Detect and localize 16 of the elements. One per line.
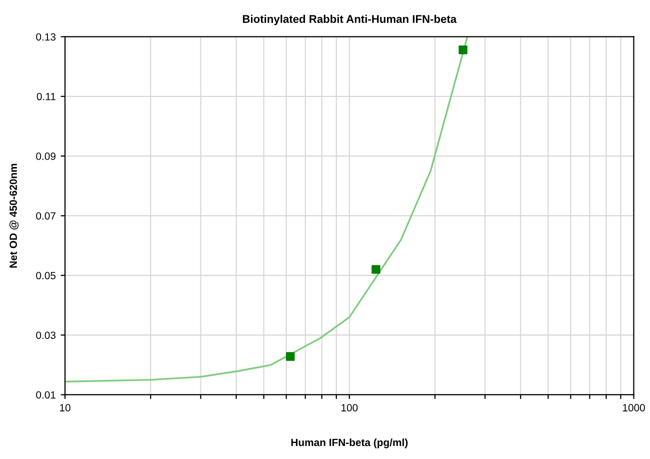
x-tick-label: 10 (60, 404, 70, 412)
y-tick-label: 0.01 (36, 391, 56, 399)
y-tick-label: 0.07 (36, 212, 56, 220)
y-tick-label: 0.05 (36, 272, 56, 280)
y-tick-label: 0.11 (36, 92, 56, 100)
y-axis-title: Net OD @ 450-620nm (9, 164, 19, 268)
chart-title: Biotinylated Rabbit Anti-Human IFN-beta (242, 14, 457, 26)
x-axis-title: Human IFN-beta (pg/ml) (291, 438, 408, 448)
y-tick-label: 0.13 (36, 33, 56, 41)
point (458, 45, 468, 54)
y-tick-label: 0.09 (36, 152, 56, 160)
point (372, 265, 380, 274)
y-tick-label: 0.03 (36, 332, 56, 339)
x-tick-label: 1000 (622, 404, 645, 412)
point (286, 352, 295, 361)
x-tick-label: 100 (341, 404, 358, 412)
